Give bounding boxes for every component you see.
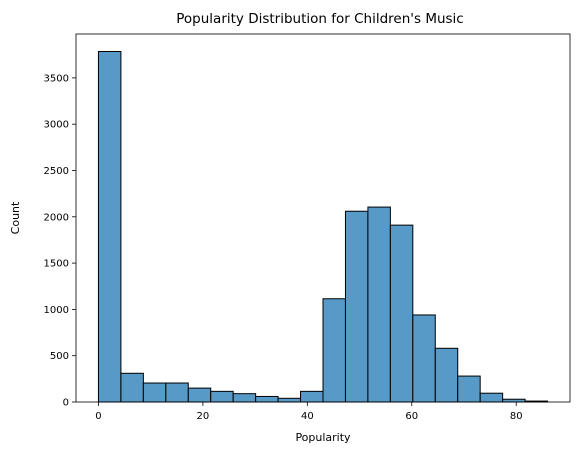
histogram-bar-14 [412,314,436,403]
histogram-bar-4 [187,387,212,403]
histogram-bar-3 [165,382,189,403]
y-tick-label: 3000 [44,120,69,131]
histogram-bar-16 [457,375,481,403]
histogram-bar-0 [97,51,122,403]
y-axis-label: Count [9,201,22,234]
histogram-bar-12 [367,206,391,403]
plot-frame [75,33,571,403]
histogram-bar-11 [344,210,369,403]
x-tick-label: 0 [95,411,101,422]
x-tick-label: 40 [301,411,314,422]
y-tick-label: 3500 [44,73,69,84]
y-tick-label: 2000 [44,212,69,223]
x-tick-label: 80 [510,411,523,422]
y-tick-label: 1500 [44,259,69,270]
chart-title: Popularity Distribution for Children's M… [176,11,463,27]
x-axis-ticks: 0 20 40 60 80 [95,402,523,422]
histogram-bar-17 [479,392,504,403]
histogram-bar-2 [142,382,167,403]
histogram-bar-18 [502,398,526,403]
histogram-bar-9 [300,390,324,403]
histogram-bar-13 [389,224,414,403]
histogram-bar-7 [255,395,279,403]
histogram-bars [97,51,549,403]
y-tick-label: 500 [50,351,69,362]
y-tick-label: 1000 [44,305,69,316]
y-axis-ticks: 0 500 1000 1500 2000 2500 3000 3500 [44,73,76,409]
x-axis-label: Popularity [295,431,351,444]
histogram-bar-15 [434,347,459,403]
histogram-bar-10 [322,298,346,403]
histogram-bar-5 [210,390,234,403]
histogram-bar-1 [120,372,144,403]
y-tick-label: 2500 [44,166,69,177]
histogram-bar-6 [232,393,257,403]
histogram-bar-8 [277,397,302,403]
y-tick-label: 0 [63,398,69,409]
x-tick-label: 60 [405,411,418,422]
x-tick-label: 20 [197,411,210,422]
